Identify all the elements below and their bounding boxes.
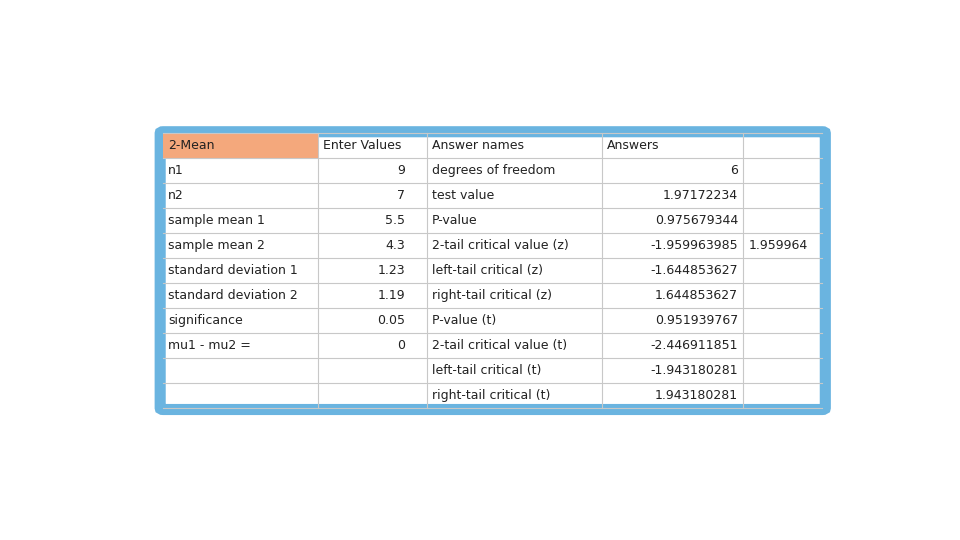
Text: left-tail critical (z): left-tail critical (z)	[432, 264, 543, 277]
Text: 0.975679344: 0.975679344	[655, 214, 738, 227]
Text: -2.446911851: -2.446911851	[651, 339, 738, 352]
Text: Answers: Answers	[607, 139, 660, 152]
Text: significance: significance	[168, 314, 243, 327]
Text: right-tail critical (t): right-tail critical (t)	[432, 389, 550, 402]
Text: left-tail critical (t): left-tail critical (t)	[432, 364, 541, 377]
Bar	[163, 133, 318, 158]
Text: Answer names: Answer names	[432, 139, 524, 152]
Text: 9: 9	[397, 164, 405, 177]
Text: n2: n2	[168, 190, 184, 202]
Text: right-tail critical (z): right-tail critical (z)	[432, 289, 552, 302]
Text: -1.943180281: -1.943180281	[651, 364, 738, 377]
Text: 5.5: 5.5	[385, 214, 405, 227]
Text: standard deviation 1: standard deviation 1	[168, 264, 299, 277]
Text: standard deviation 2: standard deviation 2	[168, 289, 299, 302]
Text: 1.644853627: 1.644853627	[655, 289, 738, 302]
Text: n1: n1	[168, 164, 184, 177]
Text: 1.23: 1.23	[377, 264, 405, 277]
Text: sample mean 2: sample mean 2	[168, 239, 265, 252]
Text: 2-tail critical value (t): 2-tail critical value (t)	[432, 339, 567, 352]
Text: -1.959963985: -1.959963985	[651, 239, 738, 252]
Text: 1.97172234: 1.97172234	[663, 190, 738, 202]
FancyBboxPatch shape	[160, 132, 826, 409]
Text: P-value: P-value	[432, 214, 478, 227]
Text: 6: 6	[731, 164, 738, 177]
Text: mu1 - mu2 =: mu1 - mu2 =	[168, 339, 252, 352]
Text: 1.943180281: 1.943180281	[655, 389, 738, 402]
Text: P-value (t): P-value (t)	[432, 314, 496, 327]
Text: 0: 0	[397, 339, 405, 352]
Text: 1.19: 1.19	[377, 289, 405, 302]
Text: 0.05: 0.05	[377, 314, 405, 327]
Text: sample mean 1: sample mean 1	[168, 214, 265, 227]
Text: 0.951939767: 0.951939767	[655, 314, 738, 327]
Text: degrees of freedom: degrees of freedom	[432, 164, 556, 177]
Text: 4.3: 4.3	[385, 239, 405, 252]
Text: -1.644853627: -1.644853627	[651, 264, 738, 277]
Text: Enter Values: Enter Values	[324, 139, 401, 152]
Text: 7: 7	[397, 190, 405, 202]
Text: 2-Mean: 2-Mean	[168, 139, 215, 152]
Text: test value: test value	[432, 190, 494, 202]
Text: 2-tail critical value (z): 2-tail critical value (z)	[432, 239, 568, 252]
Text: 1.959964: 1.959964	[749, 239, 807, 252]
